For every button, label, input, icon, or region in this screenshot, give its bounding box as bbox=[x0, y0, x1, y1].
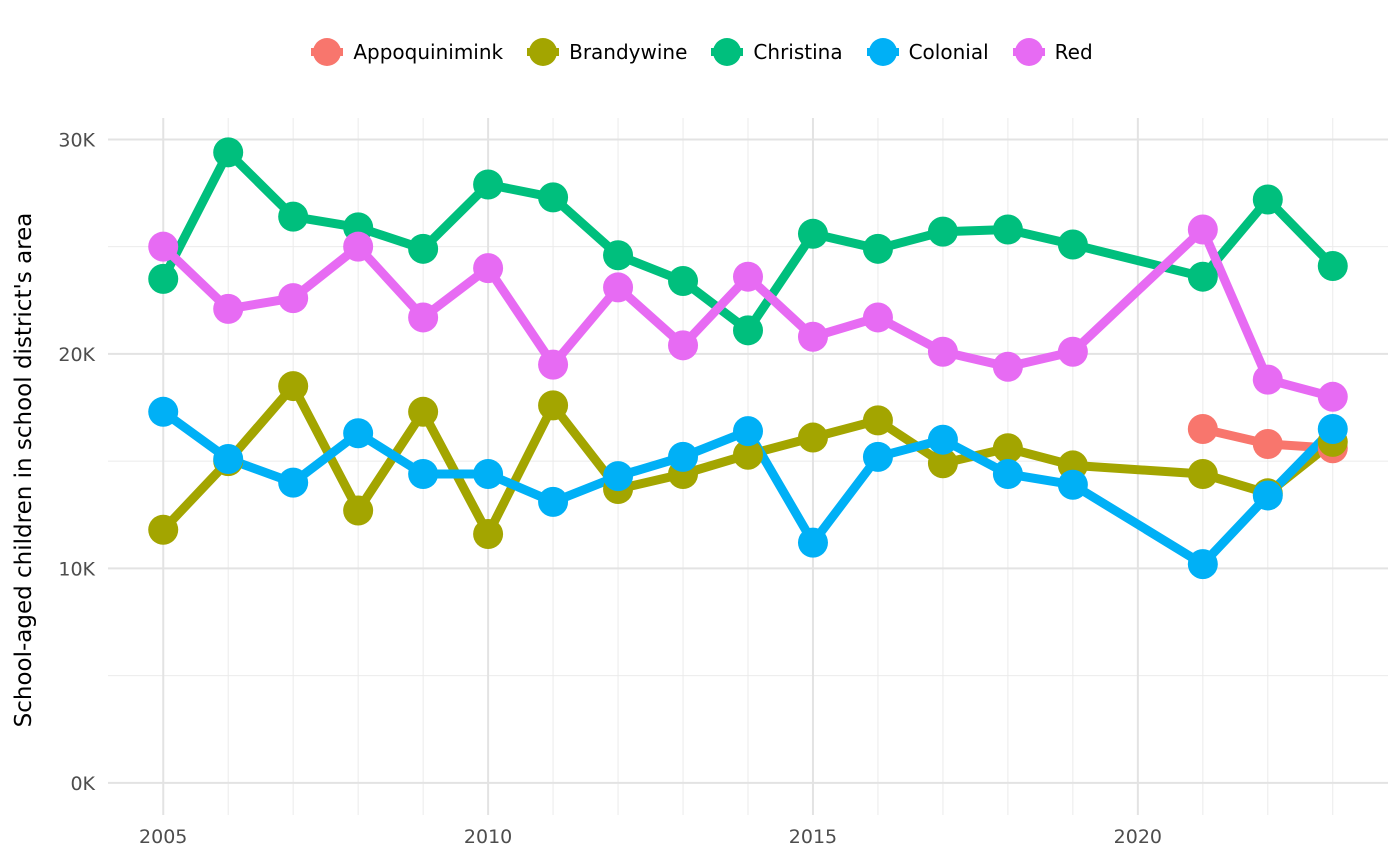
data-point-red bbox=[733, 261, 763, 292]
data-point-colonial bbox=[408, 459, 439, 490]
data-point-brandywine bbox=[343, 495, 374, 526]
data-point-colonial bbox=[538, 486, 569, 517]
data-point-colonial bbox=[733, 416, 763, 447]
y-tick-label: 10K bbox=[58, 558, 95, 580]
data-point-red bbox=[1317, 381, 1348, 412]
data-point-red bbox=[1252, 364, 1283, 395]
legend-key-icon bbox=[1009, 34, 1049, 70]
data-point-colonial bbox=[148, 396, 179, 427]
legend-item-christina: Christina bbox=[707, 34, 843, 70]
data-point-red bbox=[278, 283, 309, 314]
data-point-christina bbox=[278, 201, 309, 232]
data-point-christina bbox=[473, 169, 504, 200]
data-point-red bbox=[797, 321, 828, 352]
data-point-christina bbox=[1317, 250, 1348, 281]
data-point-christina bbox=[733, 315, 763, 346]
data-point-christina bbox=[148, 263, 179, 294]
legend-key-icon bbox=[707, 34, 747, 70]
legend-key-icon bbox=[523, 34, 563, 70]
data-point-christina bbox=[992, 214, 1023, 245]
data-point-christina bbox=[1252, 184, 1283, 215]
data-point-christina bbox=[213, 137, 244, 168]
data-point-red bbox=[343, 231, 374, 262]
data-point-colonial bbox=[1317, 413, 1348, 444]
data-point-christina bbox=[862, 233, 893, 264]
data-point-christina bbox=[603, 240, 634, 271]
data-point-brandywine bbox=[473, 519, 504, 550]
x-tick-label: 2015 bbox=[789, 826, 837, 848]
y-tick-label: 0K bbox=[70, 773, 95, 795]
data-point-colonial bbox=[927, 424, 958, 455]
legend-item-brandywine: Brandywine bbox=[523, 34, 687, 70]
legend-key-icon bbox=[863, 34, 903, 70]
data-point-red bbox=[1057, 336, 1088, 367]
legend-key-icon bbox=[307, 34, 347, 70]
data-point-red bbox=[538, 349, 569, 380]
data-point-red bbox=[213, 293, 244, 324]
data-point-brandywine bbox=[538, 390, 569, 421]
legend-label: Colonial bbox=[908, 40, 989, 64]
data-point-colonial bbox=[1057, 469, 1088, 500]
data-point-red bbox=[408, 302, 439, 333]
data-point-brandywine bbox=[797, 422, 828, 453]
data-point-colonial bbox=[1187, 549, 1218, 580]
y-tick-label: 30K bbox=[58, 129, 95, 151]
data-point-red bbox=[862, 302, 893, 333]
data-point-brandywine bbox=[278, 371, 309, 402]
data-point-colonial bbox=[213, 443, 244, 474]
legend-label: Appoquinimink bbox=[353, 40, 504, 64]
x-tick-label: 2010 bbox=[464, 826, 512, 848]
legend-label: Christina bbox=[753, 40, 843, 64]
data-point-christina bbox=[408, 233, 439, 264]
data-point-red bbox=[473, 253, 504, 284]
data-point-colonial bbox=[992, 459, 1023, 490]
legend-item-appoquinimink: Appoquinimink bbox=[307, 34, 503, 70]
x-tick-label: 2020 bbox=[1114, 826, 1162, 848]
legend-item-colonial: Colonial bbox=[863, 34, 989, 70]
data-point-christina bbox=[797, 218, 828, 249]
data-point-brandywine bbox=[408, 396, 439, 427]
data-point-christina bbox=[1187, 261, 1218, 292]
legend-label: Brandywine bbox=[569, 40, 688, 64]
data-point-christina bbox=[927, 216, 958, 247]
data-point-red bbox=[148, 231, 179, 262]
data-point-red bbox=[927, 336, 958, 367]
data-point-christina bbox=[538, 182, 569, 213]
data-point-christina bbox=[668, 265, 699, 296]
data-point-red bbox=[603, 272, 634, 303]
data-point-appoquinimink bbox=[1252, 428, 1283, 459]
data-point-red bbox=[1187, 214, 1218, 245]
data-point-red bbox=[668, 330, 699, 361]
data-point-brandywine bbox=[1187, 459, 1218, 490]
legend-label: Red bbox=[1054, 40, 1093, 64]
data-point-colonial bbox=[343, 418, 374, 449]
data-point-colonial bbox=[862, 441, 893, 472]
data-point-christina bbox=[1057, 229, 1088, 260]
data-point-brandywine bbox=[927, 448, 958, 479]
data-point-red bbox=[992, 351, 1023, 382]
data-point-brandywine bbox=[148, 514, 179, 545]
data-point-brandywine bbox=[992, 433, 1023, 464]
data-point-brandywine bbox=[862, 405, 893, 436]
y-tick-label: 20K bbox=[58, 344, 95, 366]
data-point-colonial bbox=[1252, 480, 1283, 511]
data-point-colonial bbox=[797, 527, 828, 558]
series-line-brandywine bbox=[159, 381, 1336, 539]
x-tick-label: 2005 bbox=[139, 826, 187, 848]
legend-item-red: Red bbox=[1009, 34, 1093, 70]
data-point-appoquinimink bbox=[1187, 413, 1218, 444]
data-point-colonial bbox=[668, 441, 699, 472]
data-point-colonial bbox=[603, 461, 634, 492]
data-point-colonial bbox=[473, 459, 504, 490]
data-point-colonial bbox=[278, 467, 309, 498]
legend: Appoquinimink Brandywine Christina Colonial… bbox=[0, 34, 1400, 70]
data-point-brandywine bbox=[733, 439, 763, 470]
